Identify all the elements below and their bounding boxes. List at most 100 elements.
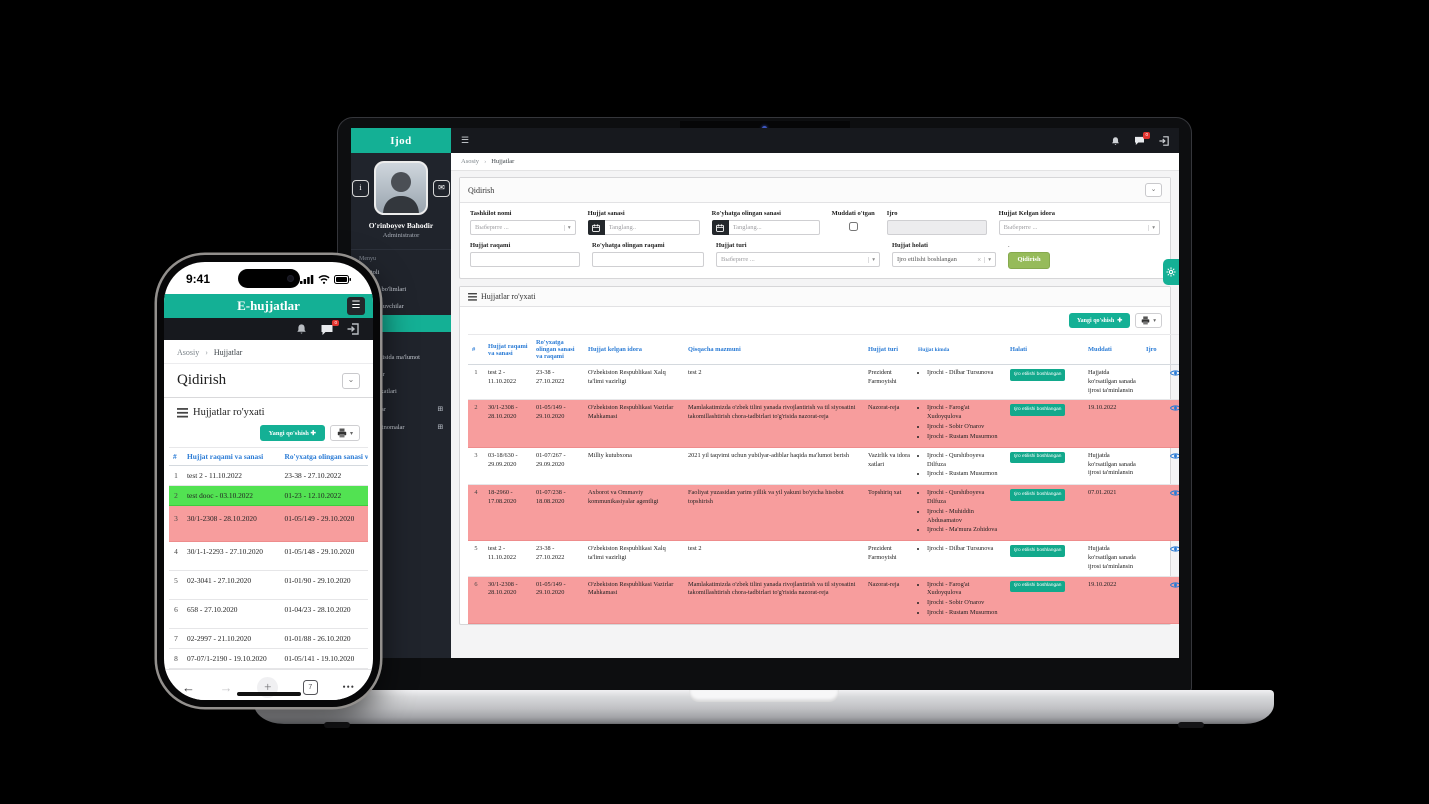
phone-mockup: 9:41 E-hujjatlar ☰ 0 [157, 255, 380, 707]
cell-ijro [1142, 576, 1162, 624]
documents-table: # Hujjat raqami va sanasi Ro'yxatga olin… [468, 334, 1179, 624]
phone-dark-bar: 0 [164, 318, 373, 340]
user-role: Administrator [382, 232, 420, 239]
cell-idora: O'zbekiston Respublikasi Vazirlar Mahkam… [584, 399, 684, 448]
printer-icon [337, 428, 347, 438]
breadcrumb-current: Hujjatlar [213, 348, 243, 357]
info-button[interactable]: i [352, 179, 369, 197]
royxat-raqami-input[interactable] [592, 252, 704, 267]
cell-muddati: 19.10.2022 [1084, 576, 1142, 624]
cell-ijro [1142, 484, 1162, 542]
chat-icon[interactable]: 0 [320, 319, 339, 335]
sidebar-toggle-icon[interactable]: ☰ [461, 135, 470, 145]
hujjat-sanasi-input[interactable] [604, 220, 700, 235]
brand-logo[interactable]: Ijod [351, 128, 451, 153]
eye-icon [1169, 405, 1179, 412]
table-header-row: # Hujjat raqami va sanasi Ro'yxatga olin… [468, 334, 1179, 365]
sidebar-item[interactable]: Ijro to'g'risida ma'lumot [351, 349, 451, 366]
status-badge: Ijro etilishi boshlangan [1010, 404, 1066, 417]
cell-mazmuni: Mamlakatimizda o'zbek tilini yanada rivo… [684, 576, 864, 624]
table-row: 7 02-2997 - 21.10.2020 01-01/88 - 26.10.… [169, 628, 368, 649]
field-label: Muddati o'tgan [831, 210, 875, 217]
view-button[interactable] [1169, 369, 1179, 381]
logout-icon[interactable] [1159, 135, 1169, 146]
settings-float-button[interactable] [1163, 259, 1179, 285]
printer-icon [1141, 316, 1150, 325]
caret-down-icon: ▾ [349, 430, 353, 437]
add-document-button[interactable]: Yangi qo'shish ✚ [1069, 313, 1131, 328]
cell-royxatga: 01-01/90 - 29.10.2020 [280, 570, 368, 600]
hujjat-raqami-input[interactable] [470, 252, 580, 267]
calendar-icon[interactable] [587, 220, 605, 235]
export-menu-button[interactable]: ▾ [329, 425, 360, 441]
cell-ijro [1142, 399, 1162, 448]
sidebar-item[interactable]: Faoliyat bo'limlari [351, 281, 451, 298]
main-area: ☰ 0 Asosiy [451, 128, 1179, 658]
view-button[interactable] [1169, 404, 1179, 416]
row-number: 7 [169, 628, 183, 649]
col-header: Hujjat kimda [914, 334, 1006, 365]
collapse-button[interactable]: ⌄ [1145, 183, 1162, 197]
hujjat-holati-select[interactable]: Ijro etilishi boshlangan × ▾ [892, 252, 996, 267]
cell-mazmuni: Mamlakatimizda o'zbek tilini yanada rivo… [684, 399, 864, 448]
executor: Ijrochi - Sobir O'narov [927, 599, 1002, 608]
home-indicator[interactable] [236, 692, 301, 696]
phone-brand: E-hujjatlar [237, 298, 300, 313]
chat-icon[interactable]: 0 [1134, 132, 1150, 145]
collapse-button[interactable]: ⌄ [342, 372, 360, 389]
table-toolbar: Yangi qo'shish ✚ ▾ [460, 307, 1170, 332]
sidebar-item[interactable]: Foydalanuvchilar [351, 298, 451, 315]
breadcrumb-home[interactable]: Asosiy [461, 158, 480, 165]
bell-icon[interactable] [296, 323, 307, 335]
cell-raqami: test 2 - 11.10.2022 [484, 364, 532, 401]
executor: Ijrochi - Sobir O'narov [927, 423, 1002, 432]
view-button[interactable] [1169, 489, 1179, 501]
documents-panel-header: Hujjatlar ro'yxati [164, 398, 373, 423]
expand-icon[interactable]: ⊞ [437, 405, 443, 413]
logout-icon[interactable] [347, 323, 359, 335]
cell-idora: O'zbekiston Respublikasi Xalq ta'limi va… [584, 364, 684, 401]
breadcrumb-home[interactable]: Asosiy [177, 348, 200, 357]
clear-icon[interactable]: × [977, 255, 982, 264]
search-panel: Qidirish ⌄ Tashkilot nomi Выберите ... ▾ [459, 177, 1171, 279]
col-header: Ro'yxatga olingan sanasi va raqami [280, 447, 368, 466]
muddati-otgan-checkbox[interactable] [849, 222, 859, 231]
back-button[interactable]: ← [182, 679, 195, 695]
tabs-button[interactable]: 7 [302, 679, 318, 695]
calendar-icon[interactable] [711, 220, 729, 235]
bell-icon[interactable] [1111, 136, 1120, 146]
front-camera-icon [286, 275, 294, 282]
cell-raqami: 30/1-1-2293 - 27.10.2020 [183, 541, 281, 571]
table-row: 6 30/1-2308 - 28.10.2020 01-05/149 - 29.… [468, 576, 1179, 624]
add-document-button[interactable]: Yangi qo'shish ✚ [259, 425, 325, 441]
caret-down-icon: ▾ [1148, 224, 1155, 231]
documents-table: # Hujjat raqami va sanasi Ro'yxatga olin… [169, 447, 368, 669]
table-row: 1 test 2 - 11.10.2022 23-38 - 27.10.2022 [169, 465, 368, 486]
cell-royxatga: 01-01/88 - 26.10.2020 [280, 628, 368, 649]
cell-actions [1162, 447, 1179, 486]
view-button[interactable] [1169, 581, 1179, 593]
hujjat-turi-select[interactable]: Выберите ... ▾ [716, 252, 880, 267]
view-button[interactable] [1169, 452, 1179, 464]
more-menu-button[interactable]: ••• [342, 682, 355, 692]
hamburger-menu-button[interactable]: ☰ [347, 297, 365, 315]
search-submit-button[interactable]: Qidirish [1008, 252, 1050, 269]
field-label: Ro'yhatga olingan sanasi [711, 210, 781, 217]
forward-button[interactable]: → [219, 679, 233, 695]
sidebar-item[interactable]: Ma'lumotnomalar ⊞ [351, 418, 451, 436]
idora-select[interactable]: Выберите ... ▾ [998, 220, 1160, 235]
status-badge: Ijro etilishi boshlangan [1010, 451, 1066, 464]
royxat-sanasi-input[interactable] [728, 220, 820, 235]
caret-down-icon: ▾ [1153, 317, 1156, 324]
ijro-input[interactable] [886, 220, 987, 235]
dynamic-island [237, 269, 300, 288]
tashkilot-select[interactable]: Выберите ... ▾ [470, 220, 576, 235]
sidebar-item-label: Ijro to'g'risida ma'lumot [359, 354, 420, 361]
expand-icon[interactable]: ⊞ [437, 423, 443, 431]
export-menu-button[interactable]: ▾ [1135, 313, 1162, 328]
mail-button[interactable]: ✉ [433, 179, 450, 197]
list-icon [177, 407, 188, 418]
cell-raqami: 07-07/1-2190 - 19.10.2020 [183, 648, 281, 669]
view-button[interactable] [1169, 545, 1179, 557]
cell-mazmuni: Faoliyat yuzasidan yarim yillik va yil y… [684, 484, 864, 542]
